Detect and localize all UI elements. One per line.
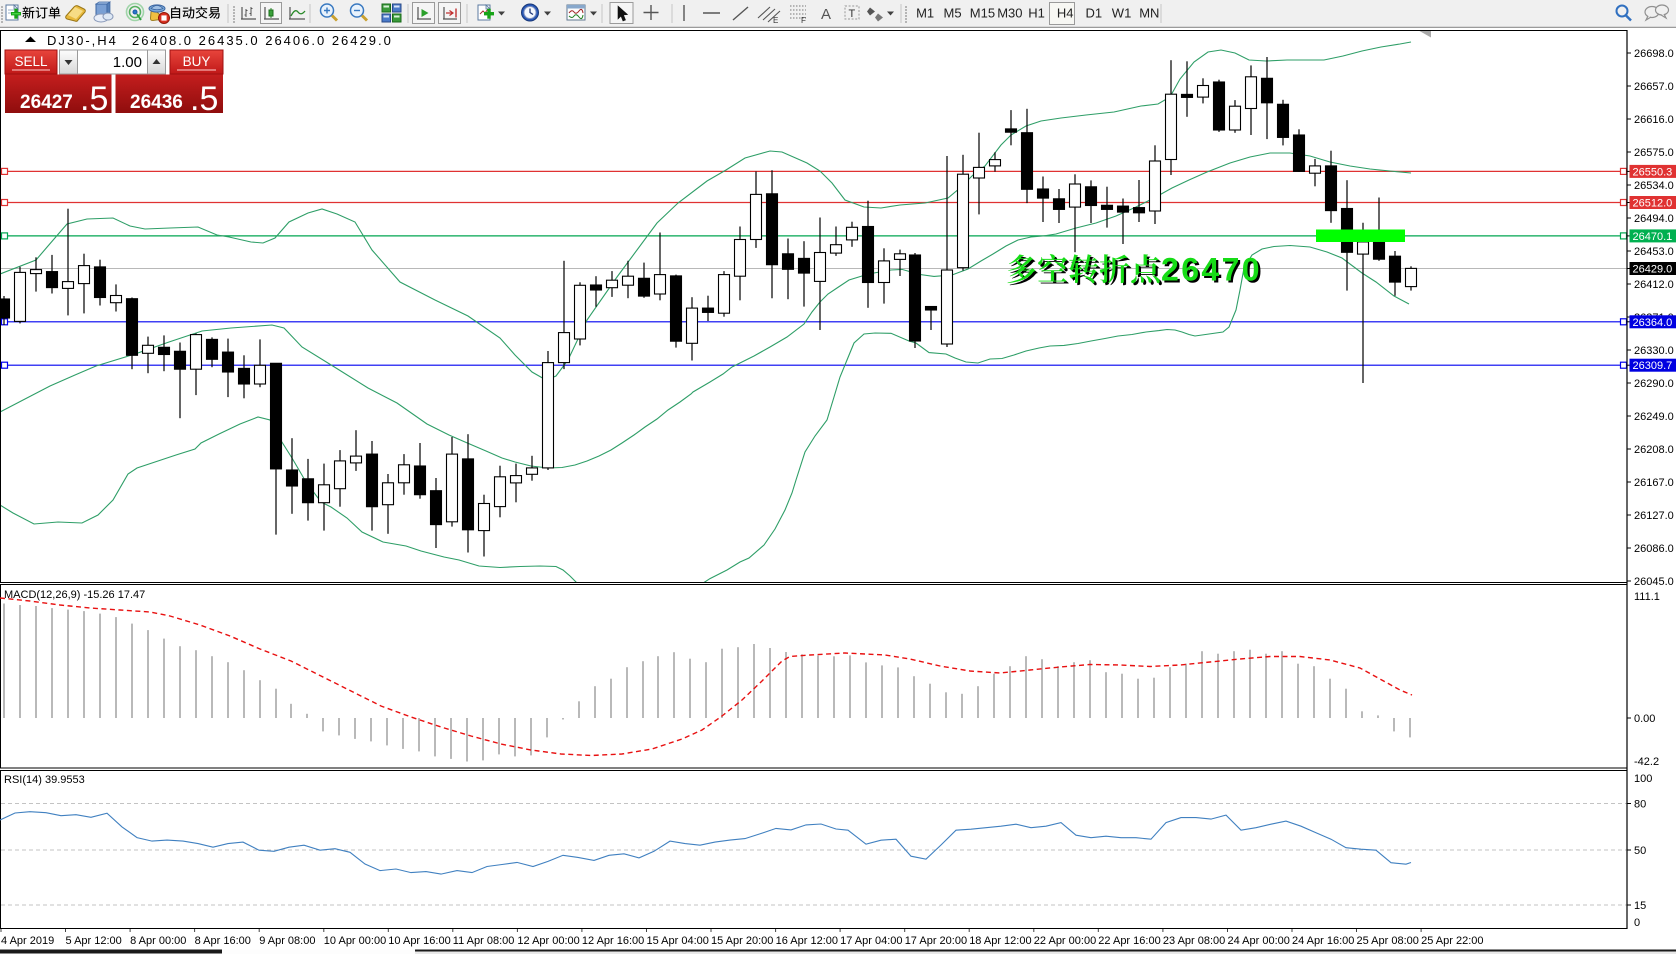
svg-text:26412.0: 26412.0 <box>1634 279 1674 291</box>
svg-text:26045.0: 26045.0 <box>1634 576 1674 588</box>
svg-text:100: 100 <box>1634 773 1652 785</box>
svg-text:5 Apr 12:00: 5 Apr 12:00 <box>66 935 122 947</box>
svg-text:F: F <box>801 16 806 25</box>
svg-text:22 Apr 16:00: 22 Apr 16:00 <box>1098 935 1160 947</box>
svg-text:17 Apr 20:00: 17 Apr 20:00 <box>905 935 967 947</box>
svg-text:SELL: SELL <box>14 54 48 69</box>
svg-text:1.00: 1.00 <box>113 54 142 71</box>
svg-text:26086.0: 26086.0 <box>1634 543 1674 555</box>
svg-text:MACD(12,26,9) -15.26 17.47: MACD(12,26,9) -15.26 17.47 <box>4 589 145 601</box>
svg-text:26512.0: 26512.0 <box>1633 198 1673 210</box>
svg-text:E: E <box>773 16 778 25</box>
svg-text:-42.2: -42.2 <box>1634 756 1659 768</box>
svg-text:26550.3: 26550.3 <box>1633 166 1673 178</box>
svg-text:16 Apr 12:00: 16 Apr 12:00 <box>776 935 838 947</box>
svg-text:15 Apr 04:00: 15 Apr 04:00 <box>647 935 709 947</box>
svg-text:10 Apr 16:00: 10 Apr 16:00 <box>388 935 450 947</box>
svg-text:25 Apr 08:00: 25 Apr 08:00 <box>1357 935 1419 947</box>
svg-text:M15: M15 <box>970 6 995 21</box>
svg-text:A: A <box>821 6 831 23</box>
svg-text:26436: 26436 <box>130 92 183 113</box>
svg-text:26127.0: 26127.0 <box>1634 510 1674 522</box>
svg-text:26429.0: 26429.0 <box>1633 264 1673 276</box>
svg-text:26698.0: 26698.0 <box>1634 48 1674 60</box>
svg-text:BUY: BUY <box>183 54 211 69</box>
svg-text:18 Apr 12:00: 18 Apr 12:00 <box>969 935 1031 947</box>
svg-text:26470: 26470 <box>1163 254 1264 290</box>
svg-text:26494.0: 26494.0 <box>1634 213 1674 225</box>
svg-text:80: 80 <box>1634 799 1646 811</box>
svg-text:24 Apr 16:00: 24 Apr 16:00 <box>1292 935 1354 947</box>
svg-text:12 Apr 16:00: 12 Apr 16:00 <box>582 935 644 947</box>
svg-text:10 Apr 00:00: 10 Apr 00:00 <box>324 935 386 947</box>
svg-text:25 Apr 22:00: 25 Apr 22:00 <box>1421 935 1483 947</box>
svg-text:D1: D1 <box>1086 6 1103 21</box>
svg-text:RSI(14) 39.9553: RSI(14) 39.9553 <box>4 774 85 786</box>
svg-text:12 Apr 00:00: 12 Apr 00:00 <box>517 935 579 947</box>
svg-text:W1: W1 <box>1112 6 1132 21</box>
svg-text:.5: .5 <box>80 80 108 118</box>
svg-text:15: 15 <box>1634 900 1646 912</box>
svg-text:15 Apr 20:00: 15 Apr 20:00 <box>711 935 773 947</box>
svg-text:4 Apr 2019: 4 Apr 2019 <box>1 935 54 947</box>
svg-text:8 Apr 16:00: 8 Apr 16:00 <box>195 935 251 947</box>
svg-text:26309.7: 26309.7 <box>1633 360 1673 372</box>
svg-text:26575.0: 26575.0 <box>1634 147 1674 159</box>
svg-text:H4: H4 <box>1057 6 1074 21</box>
svg-text:111.1: 111.1 <box>1634 591 1660 603</box>
svg-text:26167.0: 26167.0 <box>1634 477 1674 489</box>
svg-text:9 Apr 08:00: 9 Apr 08:00 <box>259 935 315 947</box>
svg-text:24 Apr 00:00: 24 Apr 00:00 <box>1228 935 1290 947</box>
svg-text:17 Apr 04:00: 17 Apr 04:00 <box>840 935 902 947</box>
svg-text:MN: MN <box>1139 6 1159 21</box>
svg-text:.5: .5 <box>190 80 218 118</box>
svg-text:22 Apr 00:00: 22 Apr 00:00 <box>1034 935 1096 947</box>
svg-text:0: 0 <box>1634 917 1640 929</box>
svg-text:26616.0: 26616.0 <box>1634 114 1674 126</box>
svg-text:26453.0: 26453.0 <box>1634 246 1674 258</box>
svg-text:50: 50 <box>1634 845 1646 857</box>
svg-text:8 Apr 00:00: 8 Apr 00:00 <box>130 935 186 947</box>
svg-text:26330.0: 26330.0 <box>1634 345 1674 357</box>
svg-text:23 Apr 08:00: 23 Apr 08:00 <box>1163 935 1225 947</box>
svg-text:26427: 26427 <box>20 92 73 113</box>
svg-text:M30: M30 <box>997 6 1022 21</box>
svg-text:11 Apr 08:00: 11 Apr 08:00 <box>453 935 515 947</box>
svg-text:26208.0: 26208.0 <box>1634 444 1674 456</box>
svg-text:T: T <box>849 8 856 20</box>
svg-text:26657.0: 26657.0 <box>1634 81 1674 93</box>
svg-text:M1: M1 <box>916 6 934 21</box>
svg-text:26249.0: 26249.0 <box>1634 411 1674 423</box>
svg-text:0.00: 0.00 <box>1634 713 1655 725</box>
svg-text:26470: 26470 <box>1161 252 1262 288</box>
svg-text:DJ30-,H4 26408.0 26435.0 2640: DJ30-,H4 26408.0 26435.0 26406.0 26429.0 <box>47 33 393 48</box>
svg-text:26290.0: 26290.0 <box>1634 378 1674 390</box>
svg-text:26534.0: 26534.0 <box>1634 180 1674 192</box>
svg-text:26470.1: 26470.1 <box>1633 231 1673 243</box>
svg-text:M5: M5 <box>944 6 962 21</box>
svg-text:H1: H1 <box>1028 6 1045 21</box>
svg-text:26364.0: 26364.0 <box>1633 317 1673 329</box>
